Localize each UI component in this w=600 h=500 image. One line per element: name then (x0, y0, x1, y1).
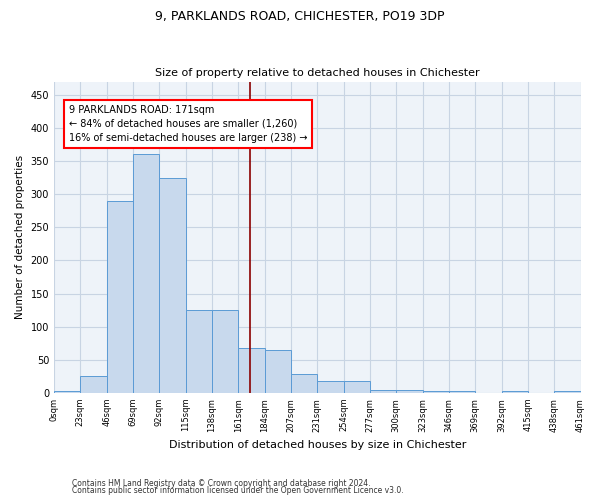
Title: Size of property relative to detached houses in Chichester: Size of property relative to detached ho… (155, 68, 479, 78)
Y-axis label: Number of detached properties: Number of detached properties (15, 155, 25, 320)
Bar (265, 350, 291, 393)
Bar (107, 201, 133, 393)
Bar (238, 348, 265, 393)
Bar (54, 391, 80, 393)
Bar (502, 391, 528, 393)
Bar (185, 310, 212, 393)
Text: Contains public sector information licensed under the Open Government Licence v3: Contains public sector information licen… (72, 486, 404, 495)
Bar (160, 178, 185, 393)
Bar (291, 374, 317, 393)
X-axis label: Distribution of detached houses by size in Chichester: Distribution of detached houses by size … (169, 440, 466, 450)
Bar (370, 390, 396, 393)
Bar (133, 154, 160, 393)
Bar (80, 376, 107, 393)
Bar (449, 391, 475, 393)
Bar (396, 390, 422, 393)
Bar (344, 381, 370, 393)
Bar (422, 391, 449, 393)
Text: 9 PARKLANDS ROAD: 171sqm
← 84% of detached houses are smaller (1,260)
16% of sem: 9 PARKLANDS ROAD: 171sqm ← 84% of detach… (68, 104, 307, 142)
Bar (554, 391, 581, 393)
Bar (212, 310, 238, 393)
Text: 9, PARKLANDS ROAD, CHICHESTER, PO19 3DP: 9, PARKLANDS ROAD, CHICHESTER, PO19 3DP (155, 10, 445, 23)
Bar (317, 381, 344, 393)
Text: Contains HM Land Registry data © Crown copyright and database right 2024.: Contains HM Land Registry data © Crown c… (72, 478, 371, 488)
